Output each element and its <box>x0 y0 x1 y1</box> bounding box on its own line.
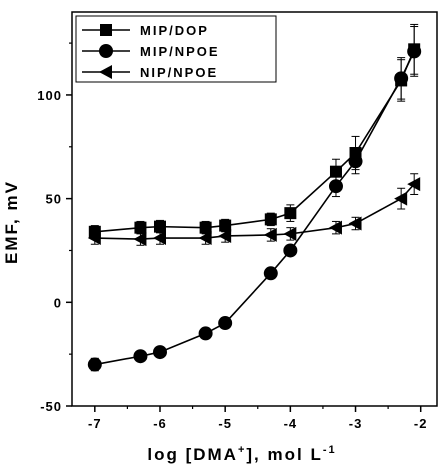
data-point <box>199 221 212 234</box>
data-point <box>328 220 342 235</box>
data-point <box>264 213 277 226</box>
x-axis-label-sup2: -1 <box>323 444 337 456</box>
y-tick-label: 50 <box>46 192 62 207</box>
data-point <box>407 44 422 59</box>
legend-label: NIP/NPOE <box>140 65 218 80</box>
data-point <box>218 316 233 331</box>
data-point <box>152 231 166 246</box>
data-point <box>87 231 101 246</box>
x-axis-label-sup1: + <box>238 444 246 456</box>
data-point <box>133 349 148 364</box>
y-tick-label: -50 <box>40 399 62 414</box>
data-point <box>283 243 298 258</box>
x-tick-label: -2 <box>414 416 428 431</box>
data-point <box>348 154 363 169</box>
data-point <box>394 71 409 86</box>
y-axis-label: EMF, mV <box>2 180 21 264</box>
legend-marker <box>99 44 113 58</box>
series-nip-npoe <box>87 173 421 247</box>
data-point <box>134 221 147 234</box>
data-point <box>219 219 232 232</box>
x-tick-label: -3 <box>349 416 363 431</box>
x-axis-label-main: log [DMA <box>147 445 238 464</box>
data-point <box>152 345 167 360</box>
data-point <box>283 226 297 241</box>
data-point <box>284 207 297 220</box>
y-tick-label: 0 <box>54 295 62 310</box>
series-layer <box>87 23 422 372</box>
data-point <box>133 232 147 247</box>
legend-label: MIP/NPOE <box>140 44 220 59</box>
plot-frame <box>71 11 438 407</box>
legend-marker <box>99 65 112 79</box>
data-point <box>198 231 212 246</box>
data-point <box>263 266 278 281</box>
data-point <box>328 179 343 194</box>
x-axis-label-mid: ], mol L <box>246 445 322 464</box>
x-tick-label: -6 <box>153 416 167 431</box>
x-tick-label: -5 <box>218 416 232 431</box>
data-point <box>87 357 102 372</box>
data-point <box>153 220 166 233</box>
data-point <box>218 228 232 243</box>
series-line <box>94 51 415 366</box>
data-point <box>329 165 342 178</box>
axes <box>71 11 438 407</box>
x-axis-label: log [DMA+], mol L-1 <box>147 444 336 464</box>
ticks: -7 -6 -5 -4 -3 -2 -50 0 50 100 <box>37 42 428 431</box>
legend-marker <box>100 24 112 36</box>
x-tick-label: -4 <box>284 416 298 431</box>
data-point <box>348 216 362 231</box>
legend: MIP/DOP MIP/NPOE NIP/NPOE <box>75 15 277 83</box>
y-tick-label: 100 <box>37 88 62 103</box>
x-tick-label: -7 <box>88 416 102 431</box>
series-mip-npoe <box>87 26 422 372</box>
data-point <box>263 227 277 242</box>
data-point <box>407 177 421 192</box>
data-point <box>394 191 408 206</box>
legend-label: MIP/DOP <box>140 23 209 38</box>
data-point <box>198 326 213 341</box>
